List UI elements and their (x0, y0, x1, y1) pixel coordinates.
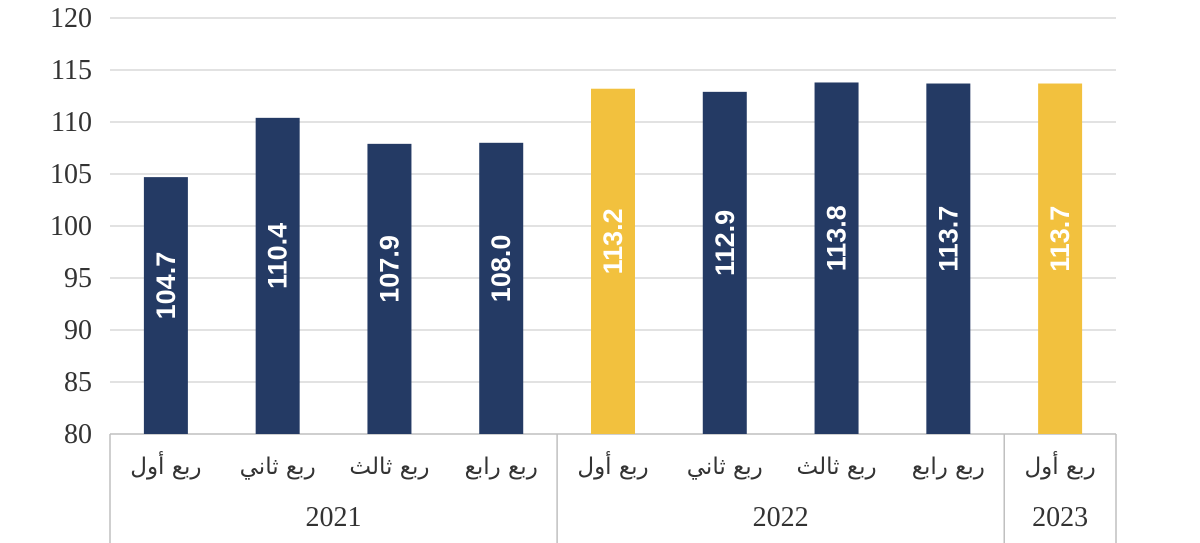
bar (814, 82, 859, 434)
data-label: 113.7 (933, 206, 963, 272)
data-label: 110.4 (263, 223, 293, 289)
bar (1038, 83, 1083, 435)
x-tick-label: ربع ثاني (240, 454, 316, 480)
y-tick-label: 115 (51, 55, 92, 86)
bar (367, 143, 412, 434)
y-tick-label: 100 (50, 211, 92, 242)
bar (255, 117, 300, 434)
x-tick-label: ربع أول (130, 451, 201, 480)
x-tick-label: ربع أول (577, 451, 648, 480)
x-tick-label: ربع ثاني (687, 454, 763, 480)
group-label: 2022 (753, 502, 809, 533)
data-label: 108.0 (486, 235, 516, 303)
bar (702, 91, 747, 434)
y-tick-label: 95 (64, 263, 92, 294)
y-tick-label: 110 (51, 107, 92, 138)
y-tick-label: 85 (64, 367, 92, 398)
bar (926, 83, 971, 435)
data-label: 104.7 (151, 252, 181, 320)
y-tick-label: 120 (50, 3, 92, 34)
data-label: 113.2 (598, 208, 628, 274)
x-tick-label: ربع ثالث (349, 454, 429, 480)
y-tick-label: 80 (64, 419, 92, 450)
x-tick-label: ربع رابع (912, 454, 985, 480)
y-tick-label: 105 (50, 159, 92, 190)
x-tick-label: ربع أول (1024, 451, 1095, 480)
data-label: 113.8 (822, 205, 852, 271)
x-tick-label: ربع رابع (465, 454, 538, 480)
data-label: 112.9 (710, 210, 740, 276)
y-tick-label: 90 (64, 315, 92, 346)
bar (143, 177, 188, 434)
data-label: 107.9 (374, 235, 404, 303)
group-label: 2021 (306, 502, 362, 533)
bar (479, 142, 524, 435)
x-tick-label: ربع ثالث (797, 454, 877, 480)
bar (591, 88, 635, 434)
data-label: 113.7 (1045, 206, 1075, 272)
group-label: 2023 (1032, 502, 1088, 533)
